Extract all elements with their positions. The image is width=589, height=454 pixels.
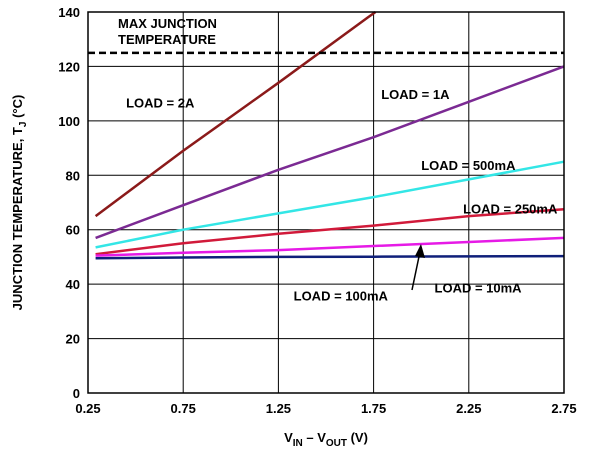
series-line-load-100ma	[95, 236, 565, 257]
annotation-load-10ma: LOAD = 10mA	[435, 280, 523, 295]
x-axis-title-sub-out: OUT	[326, 438, 347, 449]
x-tick-label: 1.75	[361, 401, 386, 416]
y-tick-label: 100	[58, 114, 80, 129]
annotation-load-250ma: LOAD = 250mA	[463, 201, 558, 216]
y-tick-label: 20	[66, 332, 80, 347]
y-axis-title-unit: (°C)	[10, 95, 25, 122]
annotation-load-500ma: LOAD = 500mA	[421, 158, 516, 173]
series-line-load-500ma	[95, 160, 565, 249]
x-axis-title-main: V	[284, 430, 293, 445]
series-line-load-1a	[95, 65, 565, 240]
annotation-arrow-100ma	[411, 246, 422, 291]
max-junction-label-line2: TEMPERATURE	[118, 32, 216, 47]
y-axis-title: JUNCTION TEMPERATURE, TJ (°C)	[10, 95, 29, 311]
plot-frame	[87, 11, 565, 394]
x-tick-label: 0.75	[171, 401, 196, 416]
x-tick-label: 2.75	[551, 401, 576, 416]
grid-lines	[88, 12, 564, 393]
series-line-load-10ma	[95, 254, 565, 260]
x-axis-title: VIN – VOUT (V)	[284, 430, 368, 449]
x-axis-title-mid: – V	[303, 430, 326, 445]
x-axis-title-sub-in: IN	[293, 438, 303, 449]
y-tick-label: 40	[66, 277, 80, 292]
y-tick-label: 80	[66, 168, 80, 183]
series-annotations: LOAD = 2A LOAD = 1A LOAD = 500mA LOAD = 250…	[126, 87, 558, 303]
tick-labels: 0.25 0.75 1.25 1.75 2.25 2.75 0 20 40 60 80 100 120 1…	[58, 5, 576, 416]
y-axis-title-main: JUNCTION TEMPERATURE, T	[10, 127, 25, 310]
series-lines	[94, 10, 565, 260]
x-tick-label: 1.25	[266, 401, 291, 416]
y-tick-label: 60	[66, 223, 80, 238]
annotation-load-2a: LOAD = 2A	[126, 95, 195, 110]
x-tick-label: 2.25	[456, 401, 481, 416]
series-line-load-2a	[94, 10, 377, 218]
annotation-load-100ma: LOAD = 100mA	[294, 288, 389, 303]
series-line-load-250ma	[95, 208, 565, 256]
annotation-load-1a: LOAD = 1A	[381, 87, 450, 102]
y-axis-title-sub: J	[18, 122, 29, 128]
y-tick-label: 0	[73, 386, 80, 401]
max-junction-label-line1: MAX JUNCTION	[118, 16, 217, 31]
x-axis-title-unit: (V)	[347, 430, 368, 445]
x-tick-label: 0.25	[75, 401, 100, 416]
y-tick-label: 140	[58, 5, 80, 20]
y-tick-label: 120	[58, 59, 80, 74]
